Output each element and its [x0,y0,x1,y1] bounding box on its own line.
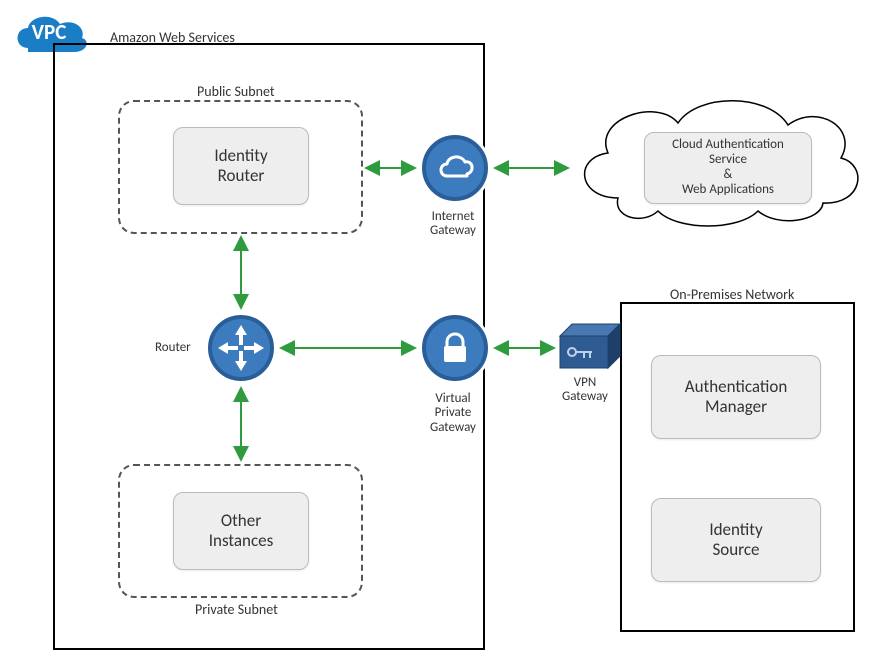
other-instances-box: Other Instances [173,492,309,570]
identity-router-label: Identity Router [214,146,267,185]
onprem-container [620,302,855,632]
vpn-gateway-label: VPN Gateway [562,376,608,405]
router-icon [205,312,277,384]
onprem-container-label: On-Premises Network [670,287,794,302]
public-subnet-label: Public Subnet [197,84,275,99]
identity-source-box: Identity Source [651,498,821,582]
vpn-gateway-icon [558,322,624,374]
vpg-label: Virtual Private Gateway [430,392,476,435]
router-label: Router [155,341,191,355]
auth-manager-box: Authentication Manager [651,355,821,439]
identity-source-label: Identity Source [709,520,762,559]
identity-router-box: Identity Router [173,127,309,205]
cloud-auth-box: Cloud Authentication Service & Web Appli… [644,132,812,204]
auth-manager-label: Authentication Manager [685,377,788,416]
other-instances-label: Other Instances [209,511,274,550]
internet-gateway-label: Internet Gateway [430,210,476,239]
vpg-icon [419,312,491,384]
aws-container-label: Amazon Web Services [110,30,235,45]
internet-gateway-icon [419,132,491,204]
cloud-auth-label: Cloud Authentication Service & Web Appli… [672,138,784,198]
private-subnet-label: Private Subnet [195,602,278,617]
